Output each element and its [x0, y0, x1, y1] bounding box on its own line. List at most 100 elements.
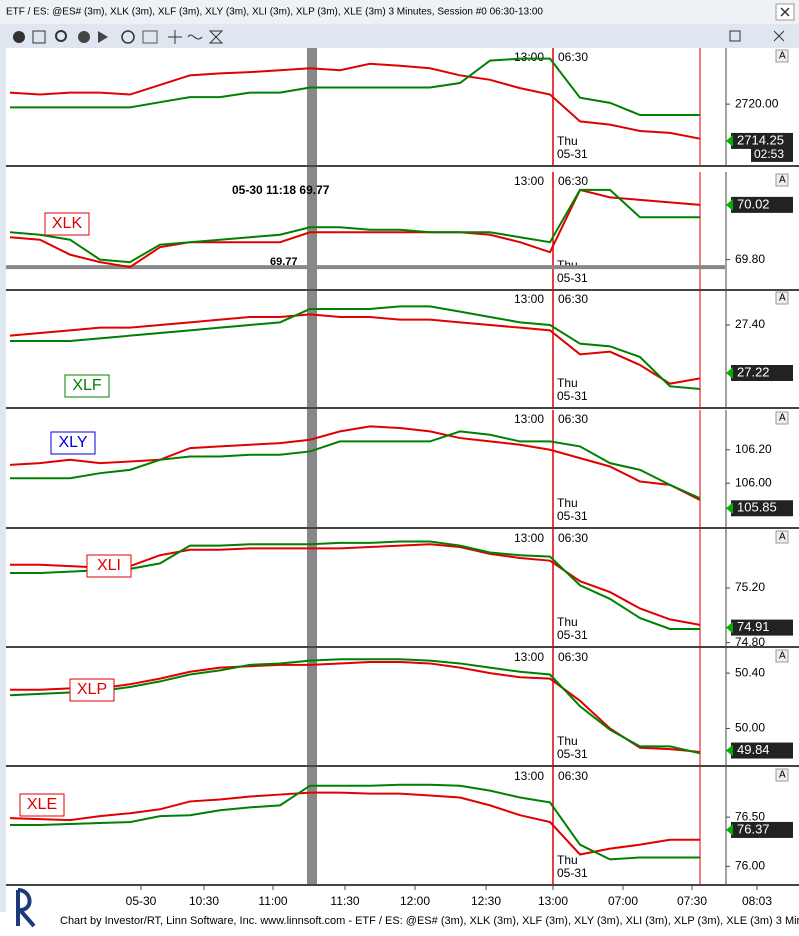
pane-button-label: A	[779, 293, 786, 304]
tool-icon[interactable]	[55, 30, 67, 42]
pane-button-label: A	[779, 532, 786, 543]
tool-icon[interactable]	[208, 30, 224, 44]
series-line	[9, 188, 701, 269]
y-tick-label: 74.80	[735, 635, 765, 649]
session-open: 06:30	[558, 412, 588, 426]
symbol-label: XLF	[72, 377, 102, 394]
symbol-box	[64, 374, 110, 398]
annotation: 05-30 11:18 69.77	[232, 183, 330, 197]
x-tick-label: 11:30	[330, 894, 359, 908]
session-close: 13:00	[514, 769, 544, 783]
window-title: ETF / ES: @ES# (3m), XLK (3m), XLF (3m),…	[6, 7, 543, 18]
y-tick-label: 76.00	[735, 858, 765, 872]
close-pane-icon[interactable]	[773, 30, 785, 42]
pane-button[interactable]	[775, 649, 789, 663]
tool-icon[interactable]	[13, 31, 25, 43]
session-date: 05-31	[557, 628, 588, 642]
symbol-box	[86, 554, 132, 578]
series-line	[9, 188, 700, 264]
last-value-arrow	[726, 198, 733, 211]
logo	[15, 888, 36, 928]
symbol-box	[69, 678, 115, 702]
pane-button[interactable]	[775, 530, 789, 544]
tool-icon[interactable]	[98, 31, 108, 43]
symbol-box	[19, 793, 65, 817]
last-value-label: 70.02	[737, 196, 770, 211]
symbol-label: XLK	[52, 215, 83, 232]
y-tick-label: 69.80	[735, 252, 765, 266]
session-open: 06:30	[558, 769, 588, 783]
countdown-box	[751, 147, 793, 162]
tool-icon[interactable]	[187, 34, 203, 40]
y-tick-label: 76.50	[735, 809, 765, 823]
session-day: Thu	[557, 615, 578, 629]
x-tick-label: 13:00	[538, 894, 568, 908]
last-value-box	[731, 500, 793, 517]
session-date: 05-31	[557, 509, 588, 523]
session-open: 06:30	[558, 650, 588, 664]
toolbar	[13, 30, 785, 44]
x-tick-label: 07:30	[677, 894, 707, 908]
last-value-arrow	[726, 134, 733, 147]
series-line	[9, 425, 701, 501]
x-tick-label: 12:30	[471, 894, 501, 908]
session-open: 06:30	[558, 50, 588, 64]
session-day: Thu	[557, 853, 578, 867]
session-day: Thu	[557, 376, 578, 390]
last-value-arrow	[726, 621, 733, 634]
session-day: Thu	[557, 496, 578, 510]
chart-area	[6, 48, 799, 886]
restore-icon[interactable]	[729, 30, 741, 42]
series-line	[10, 783, 700, 861]
symbol-box	[44, 212, 90, 236]
time-axis	[6, 886, 799, 912]
session-close: 13:00	[514, 50, 544, 64]
series-line	[10, 57, 700, 116]
x-tick-label: 08:03	[742, 894, 772, 908]
pane-button-label: A	[779, 51, 786, 62]
footer-bar	[0, 912, 799, 936]
close-icon	[780, 7, 790, 17]
pane-button[interactable]	[775, 411, 789, 425]
last-value-box	[731, 365, 793, 381]
y-tick-label: 106.00	[735, 475, 772, 489]
session-open: 06:30	[558, 292, 588, 306]
y-tick-label: 106.20	[735, 442, 772, 456]
footer-text: Chart by Investor/RT, Linn Software, Inc…	[60, 915, 799, 927]
last-value-label: 76.37	[737, 821, 770, 836]
series-line	[9, 658, 701, 755]
tool-icon[interactable]	[78, 31, 90, 43]
session-day: Thu	[557, 734, 578, 748]
pane-button[interactable]	[775, 49, 789, 63]
symbol-box	[50, 431, 96, 455]
symbol-label: XLY	[58, 434, 87, 451]
last-value-arrow	[726, 823, 733, 836]
pane-button[interactable]	[775, 768, 789, 782]
x-tick-label: 10:30	[189, 894, 219, 908]
last-value-box	[731, 821, 793, 838]
x-tick-label: 11:00	[258, 894, 287, 908]
tool-icon[interactable]	[142, 30, 158, 44]
highlight-bar	[307, 48, 317, 886]
last-value-label: 27.22	[737, 364, 770, 379]
session-open: 06:30	[558, 174, 588, 188]
session-close: 13:00	[514, 531, 544, 545]
tool-icon[interactable]	[121, 30, 135, 44]
session-date: 05-31	[557, 147, 588, 161]
last-value-box	[731, 619, 793, 636]
last-value-arrow	[726, 502, 733, 515]
symbol-label: XLI	[97, 557, 121, 574]
series-line	[10, 661, 701, 753]
session-date: 05-31	[557, 271, 588, 285]
session-date: 05-31	[557, 866, 588, 880]
pane-button[interactable]	[775, 173, 789, 187]
pane-button[interactable]	[775, 291, 789, 305]
tool-icon[interactable]	[32, 30, 46, 44]
pane-button-label: A	[779, 770, 786, 781]
x-tick-label: 12:00	[400, 894, 430, 908]
last-value-label: 74.91	[737, 619, 770, 634]
last-value-box	[731, 196, 793, 213]
tool-icon[interactable]	[168, 30, 182, 44]
